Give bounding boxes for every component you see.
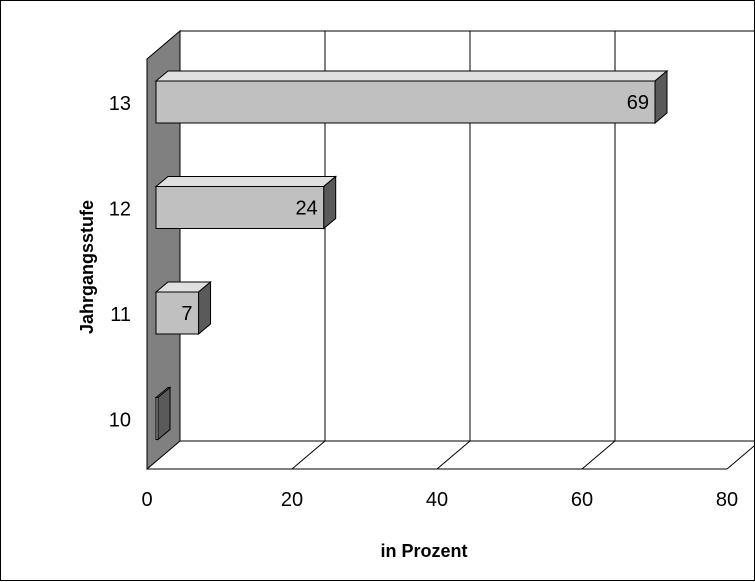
floor-gridline xyxy=(726,444,755,470)
x-tick-label: 40 xyxy=(426,489,448,511)
floor-gridline xyxy=(581,440,616,470)
bars: 69 24 7 xyxy=(154,69,669,441)
bar xyxy=(155,291,200,335)
x-tick-label: 80 xyxy=(716,489,738,511)
back-wall-outline xyxy=(180,30,755,32)
y-tick-label: 13 xyxy=(109,93,131,115)
bar xyxy=(155,397,159,440)
bar-group xyxy=(154,386,172,441)
bar-group: 69 xyxy=(154,69,669,125)
data-label: 7 xyxy=(181,303,192,325)
bar xyxy=(155,186,325,229)
bar-group: 24 xyxy=(154,175,338,230)
bar xyxy=(155,80,656,124)
x-tick-label: 60 xyxy=(571,489,593,511)
data-label: 69 xyxy=(627,92,649,114)
y-tick-label: 10 xyxy=(109,410,131,432)
tick-labels: 0 20 40 60 80 13 12 11 10 xyxy=(109,93,738,511)
x-tick-label: 0 xyxy=(141,489,152,511)
floor-gridline xyxy=(436,440,471,470)
floor-gridline xyxy=(291,440,326,470)
bar-group: 7 xyxy=(154,280,212,336)
y-tick-label: 12 xyxy=(109,199,131,221)
y-axis-title: Jahrgangsstufe xyxy=(77,200,97,334)
y-tick-label: 11 xyxy=(110,304,131,326)
bar-top-face xyxy=(154,176,338,187)
data-label: 24 xyxy=(295,198,317,220)
x-tick-label: 20 xyxy=(281,489,303,511)
bar-top-face xyxy=(154,70,669,82)
x-axis-title: in Prozent xyxy=(380,541,467,561)
